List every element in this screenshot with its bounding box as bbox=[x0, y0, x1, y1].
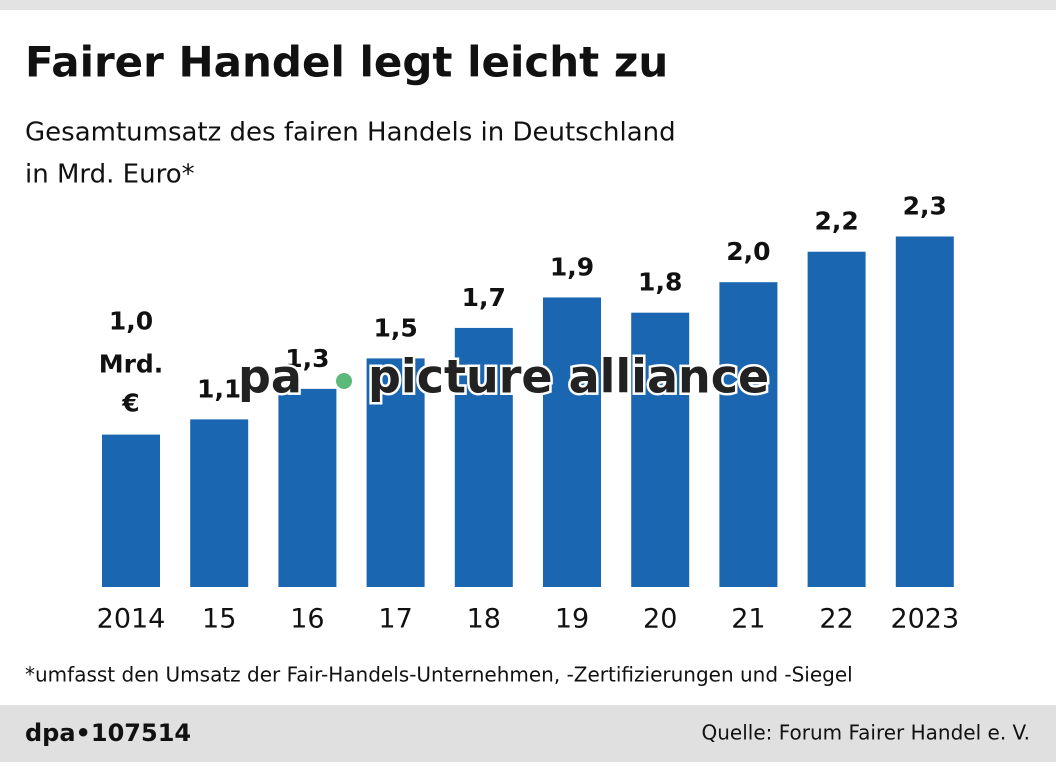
bar bbox=[895, 236, 954, 588]
footnote: *umfasst den Umsatz der Fair-Handels-Unt… bbox=[25, 663, 853, 687]
bar bbox=[631, 312, 690, 587]
watermark-text: pa bbox=[238, 350, 302, 404]
plot: 2014 1,0 Mrd. €15 1,1 16 1,3 17 1,5 18 1,7 19 1,9 20 1… bbox=[97, 191, 960, 634]
value-label: 2,2 bbox=[814, 207, 858, 236]
x-tick-label: 17 bbox=[378, 604, 412, 635]
x-tick-label: 20 bbox=[643, 604, 677, 635]
value-label-unit: Mrd. bbox=[99, 350, 164, 379]
value-label-unit: € bbox=[121, 389, 139, 418]
bar bbox=[102, 434, 160, 587]
bar bbox=[278, 388, 337, 587]
bar bbox=[543, 297, 601, 587]
x-tick-label: 21 bbox=[731, 604, 765, 635]
watermark-dot bbox=[336, 373, 352, 389]
bar bbox=[719, 282, 778, 587]
x-tick-label: 18 bbox=[467, 604, 501, 635]
source: Quelle: Forum Fairer Handel e. V. bbox=[701, 721, 1030, 745]
value-label: 1,9 bbox=[550, 252, 594, 281]
watermark: pa picture alliance bbox=[236, 347, 772, 406]
subtitle: in Mrd. Euro* bbox=[25, 160, 195, 190]
value-label: 1,1 bbox=[197, 374, 241, 403]
value-label: 2,3 bbox=[903, 191, 947, 220]
x-tick-label: 22 bbox=[819, 604, 853, 635]
x-tick-label: 2014 bbox=[97, 604, 166, 635]
subtitle: Gesamtumsatz des fairen Handels in Deuts… bbox=[25, 118, 676, 148]
watermark-text: picture alliance bbox=[368, 350, 769, 404]
x-tick-label: 2023 bbox=[890, 604, 959, 635]
value-label: 1,0 bbox=[109, 307, 153, 336]
value-label: 2,0 bbox=[726, 237, 770, 266]
chart-title: Fairer Handel legt leicht zu bbox=[25, 38, 668, 87]
value-label: 1,7 bbox=[462, 283, 506, 312]
bar bbox=[190, 419, 249, 587]
x-tick-label: 16 bbox=[290, 604, 324, 635]
value-label: 1,8 bbox=[638, 268, 682, 297]
value-label: 1,3 bbox=[285, 344, 329, 373]
top-strip bbox=[0, 0, 1056, 10]
bar bbox=[807, 251, 866, 587]
footer-band bbox=[0, 705, 1056, 762]
bar bbox=[366, 358, 425, 587]
x-tick-label: 19 bbox=[555, 604, 589, 635]
graphic-id: dpa•107514 bbox=[25, 719, 191, 747]
x-tick-label: 15 bbox=[202, 604, 236, 635]
bar bbox=[454, 327, 513, 587]
value-label: 1,5 bbox=[373, 313, 417, 342]
